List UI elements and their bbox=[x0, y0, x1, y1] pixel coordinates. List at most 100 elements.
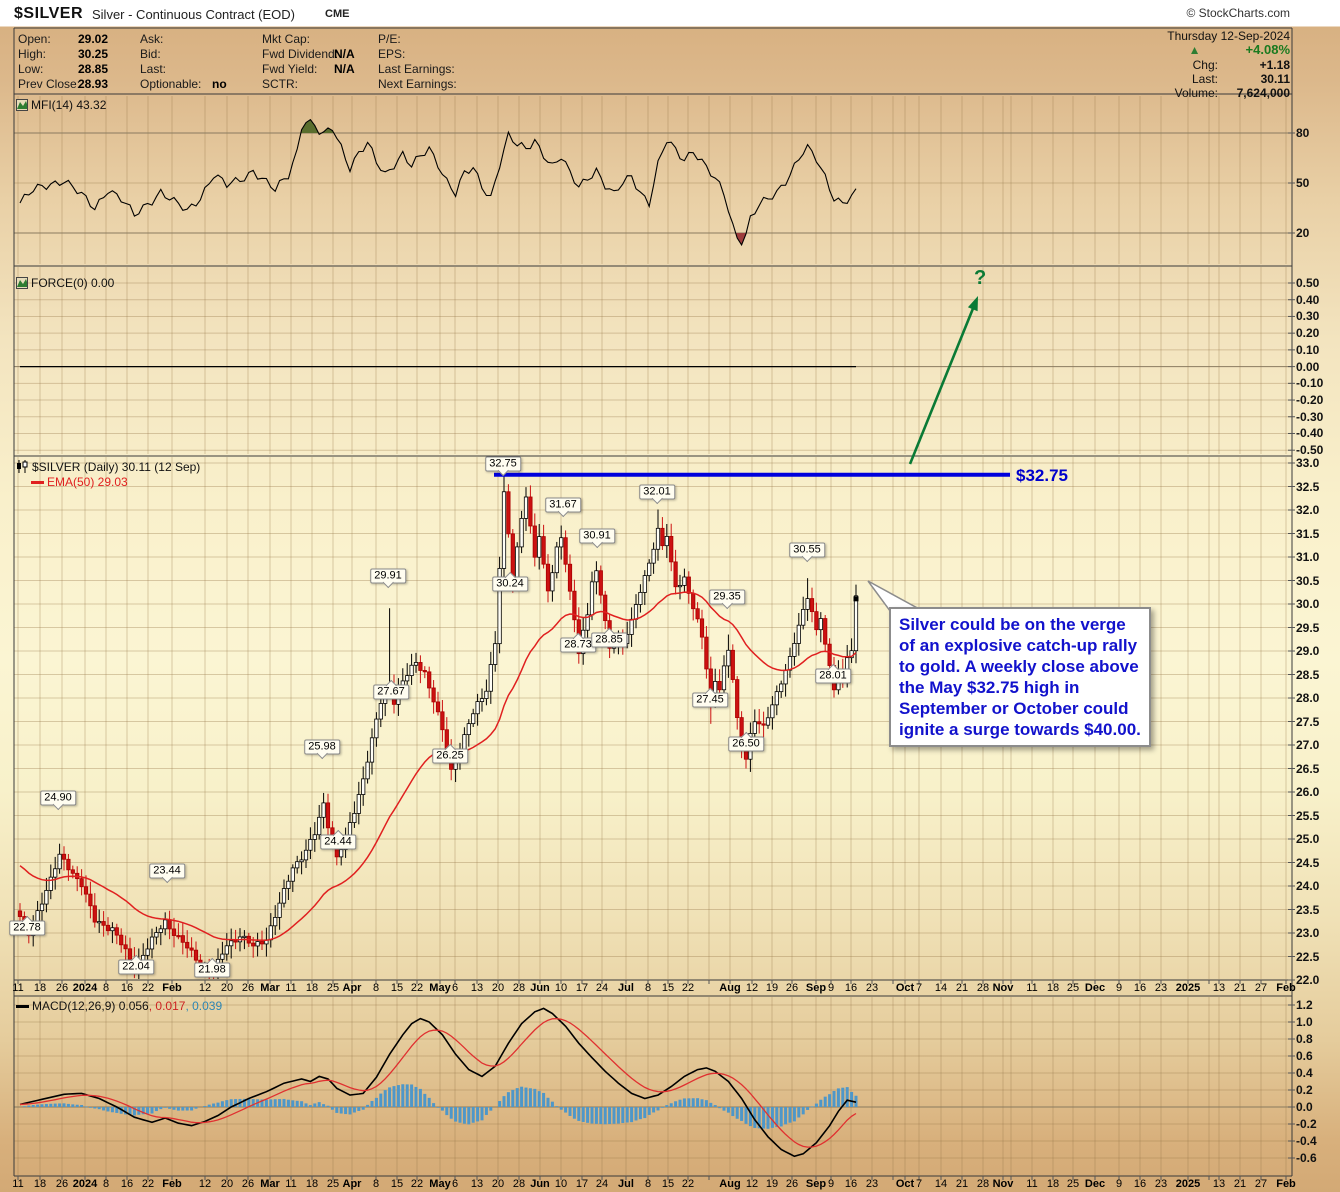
price-axis-label: 26.0 bbox=[1296, 785, 1320, 799]
quote-field: Last: bbox=[140, 62, 212, 76]
quote-field: Prev Close:28.93 bbox=[18, 77, 108, 91]
copyright: © StockCharts.com bbox=[1186, 6, 1290, 20]
price-callout: 27.67 bbox=[373, 679, 409, 700]
date-axis-label: 18 bbox=[305, 1178, 319, 1190]
date-axis-label: 20 bbox=[491, 982, 505, 994]
price-callout: 30.91 bbox=[579, 528, 615, 549]
quote-field-value: no bbox=[212, 77, 227, 91]
quote-field-label: EPS: bbox=[378, 47, 406, 61]
force-axis-label: -0.20 bbox=[1296, 393, 1324, 408]
date-axis-label: 8 bbox=[644, 982, 652, 994]
date-axis-label: 13 bbox=[470, 1178, 484, 1190]
price-callout: 24.90 bbox=[40, 790, 76, 811]
quote-field-value: 28.85 bbox=[78, 62, 109, 76]
date-axis-label: 24 bbox=[595, 1178, 609, 1190]
date-axis-label: 9 bbox=[1115, 982, 1123, 994]
date-axis-label: 26 bbox=[241, 982, 255, 994]
date-axis-label: 28 bbox=[976, 982, 990, 994]
date-axis-label: 26 bbox=[55, 1178, 69, 1190]
date-axis-label: 18 bbox=[33, 982, 47, 994]
quote-field-label: Ask: bbox=[140, 32, 164, 46]
date-axis-label: 17 bbox=[575, 1178, 589, 1190]
quote-field-label: Last Earnings: bbox=[378, 62, 455, 76]
date-axis-label: 18 bbox=[1046, 982, 1060, 994]
date-axis-label: 28 bbox=[976, 1178, 990, 1190]
price-axis-label: 27.0 bbox=[1296, 738, 1320, 752]
date-axis-label: Aug bbox=[719, 982, 741, 994]
date-axis-label: 26 bbox=[241, 1178, 255, 1190]
date-axis-label: 15 bbox=[661, 982, 675, 994]
date-axis-label: 16 bbox=[1133, 982, 1147, 994]
date-axis-label: 26 bbox=[785, 1178, 799, 1190]
quote-field-label: Next Earnings: bbox=[378, 77, 457, 91]
date-axis-label: May bbox=[429, 1178, 451, 1190]
percent-value: +4.08% bbox=[1245, 42, 1290, 57]
force-axis-label: -0.30 bbox=[1296, 409, 1324, 424]
price-callout: 30.24 bbox=[492, 571, 528, 592]
date-axis-label: 11 bbox=[285, 982, 297, 994]
quote-row: Volume: 7,624,000 bbox=[1175, 86, 1290, 100]
date-axis-label: Sep bbox=[805, 982, 827, 994]
price-axis-label: 22.5 bbox=[1296, 949, 1320, 964]
macd-axis-label: 1.0 bbox=[1296, 1015, 1313, 1029]
date-axis-label: 9 bbox=[827, 982, 835, 994]
price-axis-label: 30.5 bbox=[1296, 573, 1320, 588]
quote-field-label: Open: bbox=[18, 32, 51, 46]
quote-field-value: 28.93 bbox=[78, 77, 109, 91]
mfi-axis-label: 20 bbox=[1296, 226, 1310, 240]
price-axis-label: 23.5 bbox=[1296, 902, 1320, 917]
date-axis-label: 25 bbox=[326, 982, 340, 994]
price-axis-label: 31.0 bbox=[1296, 550, 1320, 564]
date-axis-label: 11 bbox=[285, 1178, 297, 1190]
price-callout: 26.50 bbox=[728, 731, 764, 752]
price-axis-label: 28.0 bbox=[1296, 691, 1320, 705]
quote-field: Last Earnings: bbox=[378, 62, 464, 76]
date-axis-label: Feb bbox=[162, 982, 182, 994]
annotation-line: ignite a surge towards $40.00. bbox=[899, 720, 1141, 739]
date-axis-label: 9 bbox=[827, 1178, 835, 1190]
date-axis-label: Nov bbox=[992, 1178, 1014, 1190]
date-axis-label: 15 bbox=[661, 1178, 675, 1190]
quote-field: Ask: bbox=[140, 32, 212, 46]
date-axis-label: 6 bbox=[451, 982, 459, 994]
question-mark-annotation: ? bbox=[974, 267, 987, 289]
date-axis-label: Feb bbox=[1276, 1178, 1296, 1190]
date-axis-label: 21 bbox=[955, 1178, 969, 1190]
date-axis-label: 8 bbox=[102, 982, 110, 994]
price-panel-label: $SILVER (Daily) 30.11 (12 Sep) bbox=[32, 460, 201, 474]
quote-row: Chg: +1.18 bbox=[1193, 58, 1290, 72]
date-axis-label: 21 bbox=[1233, 982, 1247, 994]
up-triangle-icon: ▲ bbox=[1188, 43, 1201, 57]
price-axis-label: 23.0 bbox=[1296, 926, 1320, 940]
quote-field: SCTR: bbox=[262, 77, 334, 91]
date-axis-label: 14 bbox=[934, 1178, 948, 1190]
date-axis-label: 18 bbox=[305, 982, 319, 994]
date-axis-label: 12 bbox=[745, 982, 759, 994]
price-callout: 31.67 bbox=[545, 497, 581, 518]
date-axis-label: 23 bbox=[865, 1178, 879, 1190]
ema-line-swatch bbox=[31, 481, 44, 485]
macd-axis-label: -0.6 bbox=[1296, 1151, 1317, 1165]
quote-field: Optionable: no bbox=[140, 77, 227, 91]
ticker-title: Silver - Continuous Contract (EOD) bbox=[92, 7, 296, 22]
date-axis-label: 2025 bbox=[1175, 982, 1201, 994]
force-axis-label: 0.20 bbox=[1296, 326, 1320, 341]
quote-field-label: Mkt Cap: bbox=[262, 32, 311, 46]
quote-date: Thursday 12-Sep-2024 bbox=[1167, 29, 1290, 43]
force-axis-label: 0.00 bbox=[1296, 359, 1320, 374]
price-axis-label: 30.0 bbox=[1296, 597, 1320, 611]
price-axis-label: 28.5 bbox=[1296, 667, 1320, 682]
quote-row-label: Volume: bbox=[1174, 86, 1218, 100]
macd-hist-label: , 0.039 bbox=[185, 999, 223, 1013]
quote-field-value: 30.25 bbox=[78, 47, 109, 61]
date-axis-label: 19 bbox=[765, 982, 779, 994]
date-axis-label: 25 bbox=[1066, 1178, 1080, 1190]
date-axis-label: 13 bbox=[1212, 1178, 1226, 1190]
price-callout: 25.98 bbox=[304, 739, 340, 760]
date-axis-label: May bbox=[429, 982, 451, 994]
quote-info-panel: Open: 29.02 High: 30.25 Low: 28.85 Prev Close:… bbox=[0, 26, 1340, 100]
date-axis-label: 23 bbox=[865, 982, 879, 994]
quote-field-label: Low: bbox=[18, 62, 44, 76]
